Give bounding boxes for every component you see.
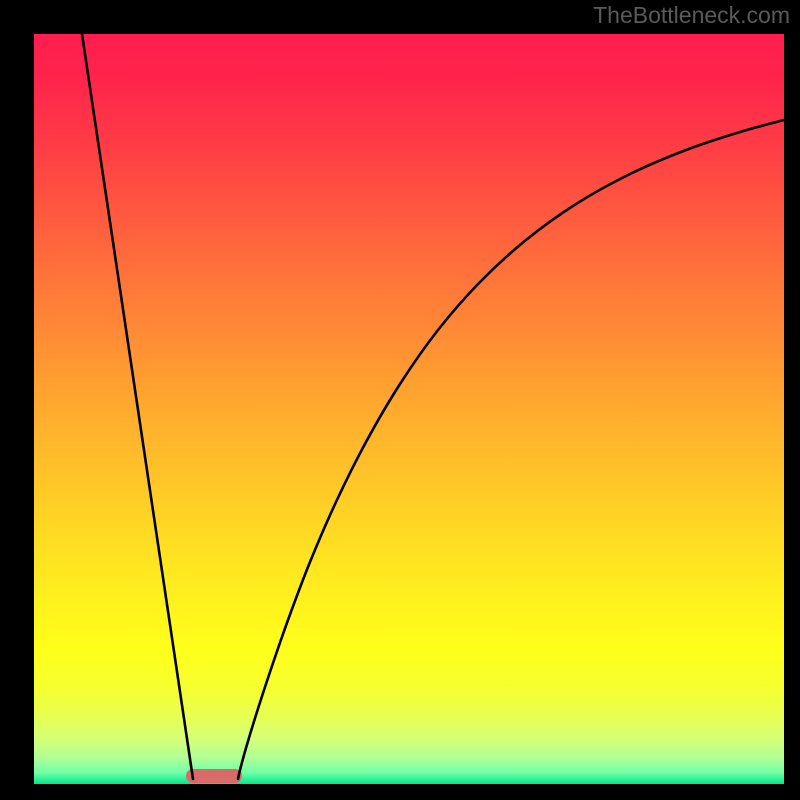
attribution-text: TheBottleneck.com bbox=[593, 2, 790, 29]
bottleneck-marker bbox=[186, 769, 242, 783]
bottleneck-chart bbox=[0, 0, 800, 800]
chart-container: TheBottleneck.com bbox=[0, 0, 800, 800]
